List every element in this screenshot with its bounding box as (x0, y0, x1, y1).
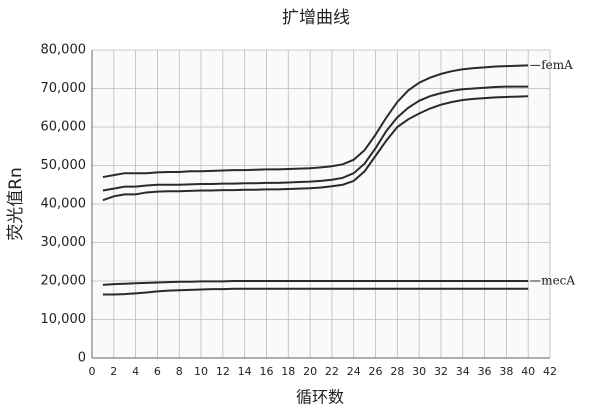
series-label: mecA (541, 274, 575, 288)
x-tick-label: 40 (521, 365, 535, 378)
x-tick-label: 6 (154, 365, 161, 378)
x-tick-label: 32 (434, 365, 448, 378)
x-tick-label: 8 (176, 365, 183, 378)
x-tick-label: 22 (325, 365, 339, 378)
y-tick-label: 50,000 (41, 158, 87, 173)
data-line (102, 280, 529, 286)
data-line (102, 95, 529, 202)
x-tick-label: 2 (110, 365, 117, 378)
y-tick-label: 40,000 (41, 197, 87, 212)
x-tick-label: 10 (194, 365, 208, 378)
y-tick-label: 20,000 (41, 274, 87, 289)
series-label: femA (541, 58, 573, 72)
x-tick-label: 18 (281, 365, 295, 378)
x-tick-label: 34 (456, 365, 470, 378)
x-tick-label: 36 (478, 365, 492, 378)
x-axis-label: 循环数 (296, 388, 344, 407)
chart-title: 扩增曲线 (282, 8, 350, 28)
x-tick-label: 26 (369, 365, 383, 378)
y-tick-label: 70,000 (41, 81, 87, 96)
y-tick-label: 10,000 (41, 312, 87, 327)
x-tick-label: 4 (132, 365, 139, 378)
x-tick-label: 12 (216, 365, 230, 378)
x-tick-label: 30 (412, 365, 426, 378)
data-line (102, 64, 529, 179)
data-line (102, 287, 529, 296)
x-tick-label: 14 (238, 365, 252, 378)
y-axis-label: 荧光值Rn (6, 167, 26, 241)
data-line (102, 85, 529, 192)
y-tick-label: 60,000 (41, 120, 87, 135)
y-tick-label: 0 (78, 351, 86, 366)
x-tick-label: 20 (303, 365, 317, 378)
x-tick-label: 28 (390, 365, 404, 378)
x-tick-label: 38 (499, 365, 513, 378)
x-tick-label: 16 (259, 365, 273, 378)
y-tick-label: 80,000 (41, 43, 87, 58)
y-tick-label: 30,000 (41, 235, 87, 250)
x-tick-label: 0 (89, 365, 96, 378)
x-tick-label: 24 (347, 365, 361, 378)
x-tick-label: 42 (543, 365, 557, 378)
